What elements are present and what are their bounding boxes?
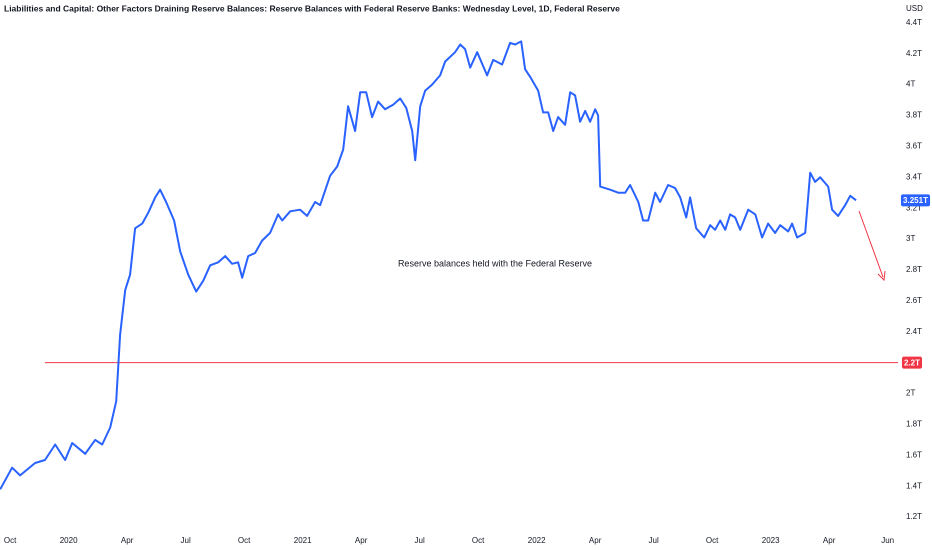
x-tick-label: Apr bbox=[589, 536, 602, 545]
x-tick-label: Jul bbox=[181, 536, 191, 545]
x-tick-label: Jul bbox=[415, 536, 425, 545]
y-tick-label: 2T bbox=[906, 389, 915, 398]
x-tick-label: Apr bbox=[823, 536, 836, 545]
level-label: 2.2T bbox=[904, 358, 920, 367]
x-tick-label: Oct bbox=[238, 536, 251, 545]
y-tick-label: 2.8T bbox=[906, 265, 922, 274]
last-value-label: 3.251T bbox=[903, 196, 928, 205]
x-tick-label: Oct bbox=[472, 536, 485, 545]
y-tick-label: 2.6T bbox=[906, 296, 922, 305]
chart-title: Liabilities and Capital: Other Factors D… bbox=[4, 3, 620, 13]
currency: USD bbox=[906, 4, 923, 13]
x-tick-label: 2021 bbox=[294, 536, 312, 545]
annotation: Reserve balances held with the Federal R… bbox=[398, 258, 592, 268]
x-tick-label: 2020 bbox=[60, 536, 78, 545]
y-tick-label: 1.4T bbox=[906, 481, 922, 490]
x-tick-label: Jul bbox=[649, 536, 659, 545]
y-tick-label: 1.6T bbox=[906, 450, 922, 459]
x-tick-label: Apr bbox=[355, 536, 368, 545]
y-tick-label: 2.4T bbox=[906, 327, 922, 336]
y-tick-label: 1.8T bbox=[906, 420, 922, 429]
x-tick-label: Apr bbox=[121, 536, 134, 545]
x-tick-label: Jun bbox=[881, 536, 894, 545]
y-tick-label: 3.4T bbox=[906, 172, 922, 181]
arrow-head bbox=[877, 270, 886, 282]
y-tick-label: 3T bbox=[906, 234, 915, 243]
x-tick-label: 2023 bbox=[762, 536, 780, 545]
series-line bbox=[0, 40, 857, 490]
y-tick-label: 3.8T bbox=[906, 111, 922, 120]
x-tick-label: Oct bbox=[706, 536, 719, 545]
y-tick-label: 4T bbox=[906, 80, 915, 89]
y-tick-label: 3.6T bbox=[906, 142, 922, 151]
y-tick-label: 3.2T bbox=[906, 203, 922, 212]
x-tick-label: Oct bbox=[4, 536, 17, 545]
y-tick-label: 4.4T bbox=[906, 18, 922, 27]
y-tick-label: 4.2T bbox=[906, 49, 922, 58]
x-tick-label: 2022 bbox=[528, 536, 546, 545]
y-tick-label: 1.2T bbox=[906, 512, 922, 521]
last-value-tag bbox=[901, 194, 930, 207]
level-tag bbox=[902, 356, 922, 369]
arrow-shaft bbox=[858, 210, 884, 278]
